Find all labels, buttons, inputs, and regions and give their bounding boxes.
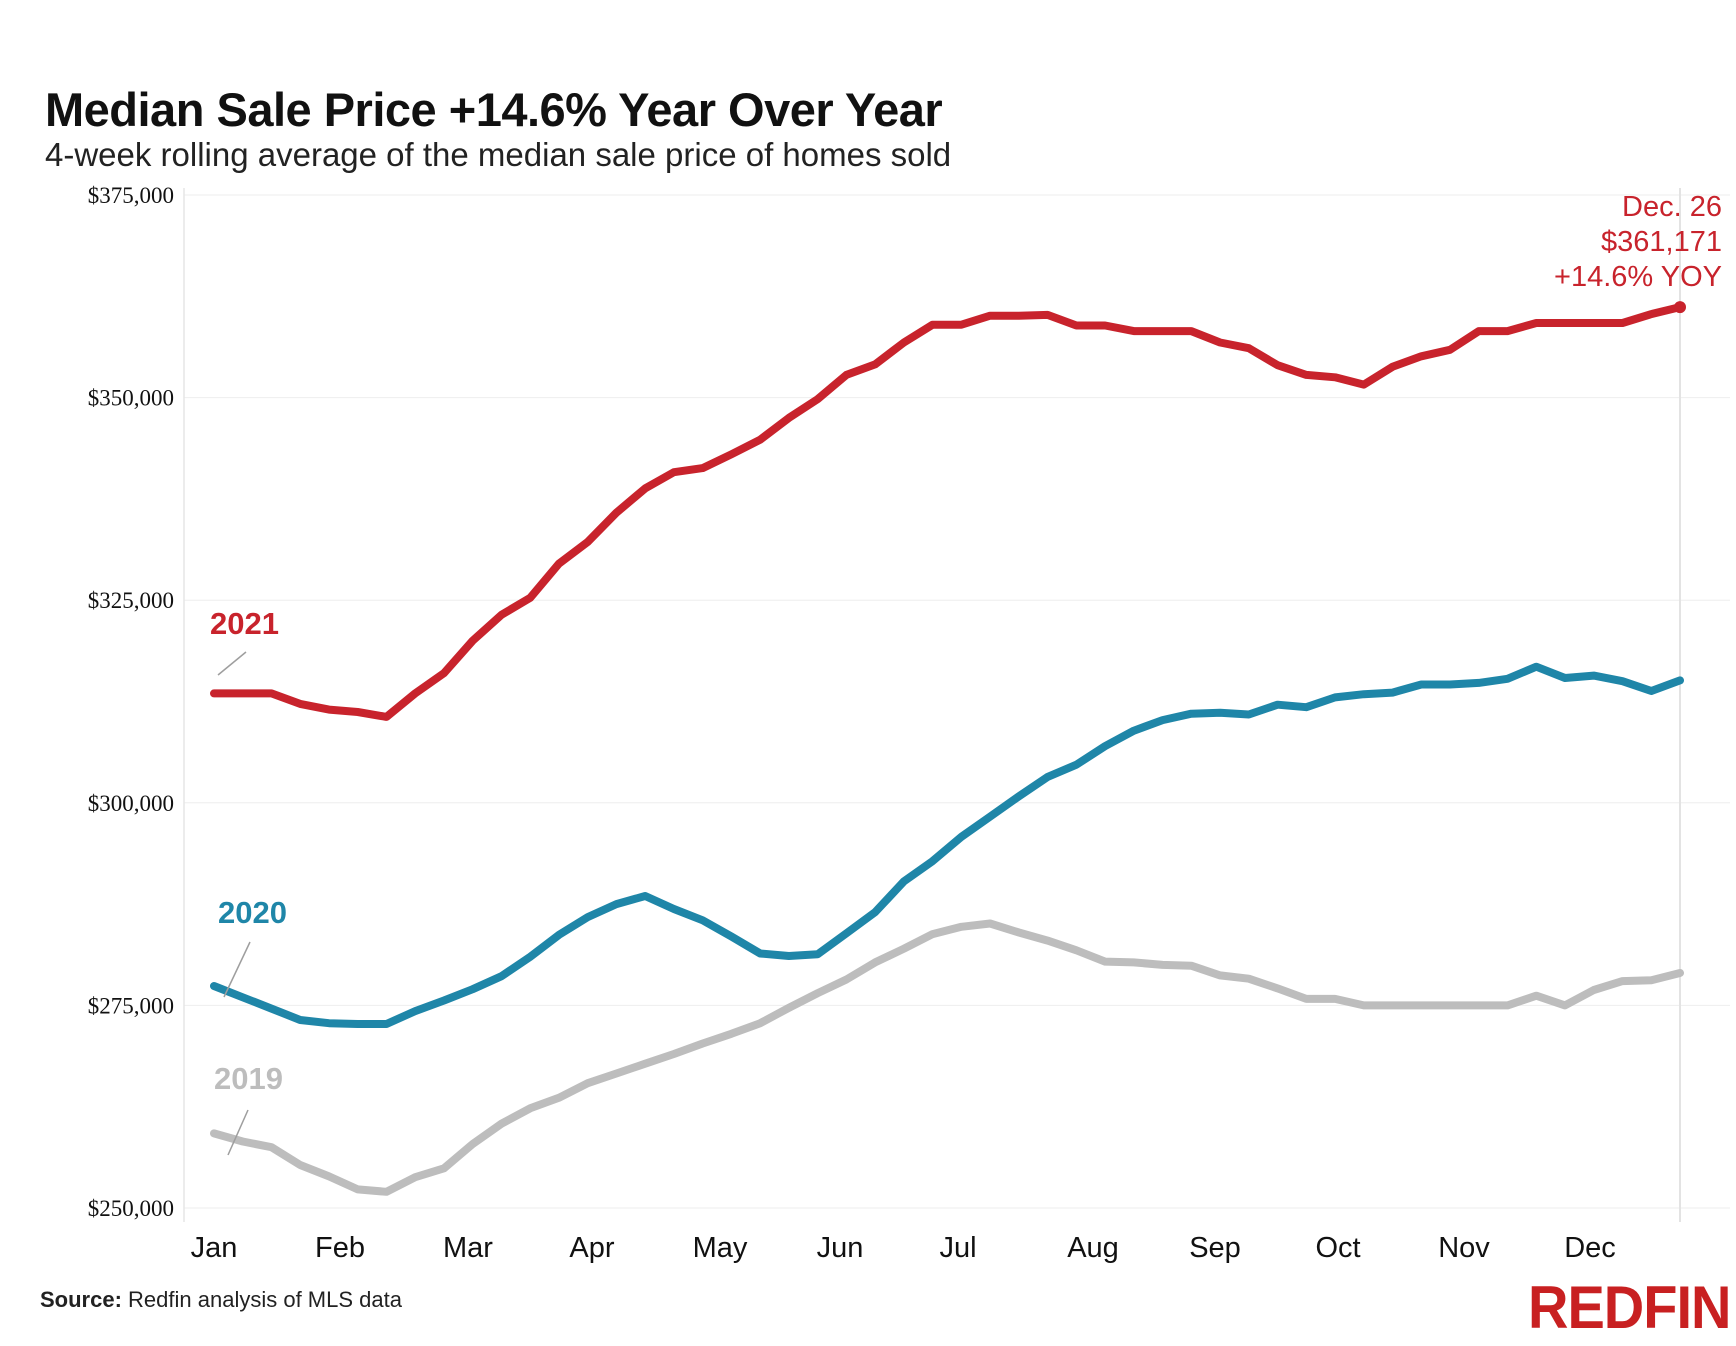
y-tick-label: $375,000: [88, 183, 174, 208]
chart-subtitle: 4-week rolling average of the median sal…: [45, 136, 952, 173]
x-tick-label: Apr: [569, 1232, 614, 1264]
x-tick-label: Oct: [1315, 1232, 1360, 1264]
latest-point-label: $361,171: [1601, 226, 1722, 258]
x-tick-label: Jan: [191, 1232, 238, 1264]
redfin-logo: REDFIN: [1528, 1273, 1731, 1342]
x-tick-label: Nov: [1438, 1232, 1490, 1264]
x-tick-label: May: [693, 1232, 748, 1264]
series-label-2019: 2019: [214, 1061, 283, 1096]
source-text: Redfin analysis of MLS data: [128, 1287, 402, 1312]
latest-point-marker: [1674, 301, 1686, 314]
latest-point-label: +14.6% YOY: [1554, 261, 1722, 293]
leader-line-2020: [223, 941, 251, 998]
y-tick-label: $275,000: [88, 993, 174, 1018]
series-line-2019: [210, 919, 1684, 1196]
series-line-2020: [210, 662, 1684, 1028]
latest-point-label: Dec. 26: [1622, 191, 1722, 223]
leader-line-2021: [217, 651, 247, 676]
x-tick-label: Aug: [1067, 1232, 1119, 1264]
x-tick-label: Jun: [817, 1232, 864, 1264]
y-tick-label: $250,000: [88, 1196, 174, 1221]
source-note: Source: Redfin analysis of MLS data: [40, 1287, 402, 1313]
y-tick-label: $350,000: [88, 386, 174, 411]
y-tick-label: $325,000: [88, 588, 174, 613]
y-tick-label: $300,000: [88, 791, 174, 816]
leader-line-2019: [227, 1109, 249, 1156]
chart-title: Median Sale Price +14.6% Year Over Year: [45, 83, 943, 136]
series-line-2021: [210, 303, 1684, 721]
series-label-2020: 2020: [218, 895, 287, 930]
series-label-2021: 2021: [210, 606, 279, 641]
source-label: Source:: [40, 1287, 122, 1312]
x-tick-label: Jul: [939, 1232, 976, 1264]
x-tick-label: Feb: [315, 1232, 365, 1264]
x-tick-label: Dec: [1564, 1232, 1616, 1264]
x-tick-label: Sep: [1189, 1232, 1241, 1264]
x-tick-label: Mar: [443, 1232, 493, 1264]
